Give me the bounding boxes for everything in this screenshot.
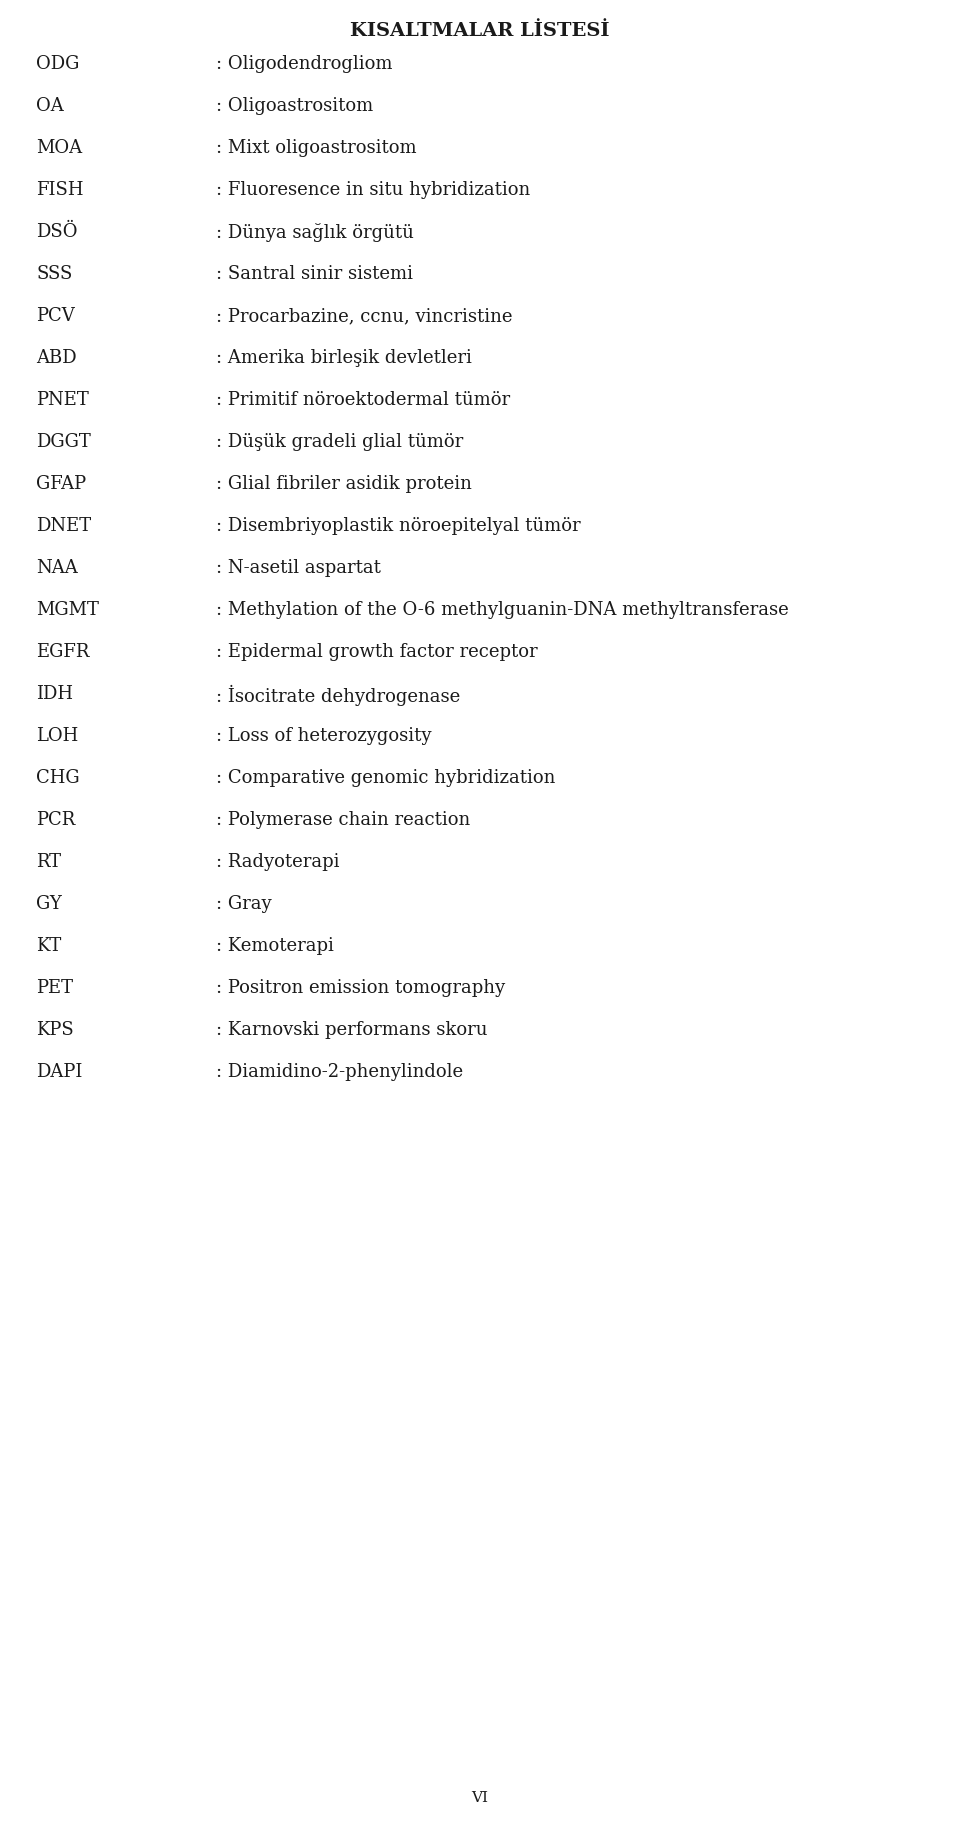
Text: : Santral sinir sistemi: : Santral sinir sistemi	[216, 265, 413, 283]
Text: : Loss of heterozygosity: : Loss of heterozygosity	[216, 727, 431, 745]
Text: : Dünya sağlık örgütü: : Dünya sağlık örgütü	[216, 223, 414, 241]
Text: : Methylation of the O-6 methylguanin-DNA methyltransferase: : Methylation of the O-6 methylguanin-DN…	[216, 601, 789, 619]
Text: NAA: NAA	[36, 559, 78, 577]
Text: EGFR: EGFR	[36, 643, 90, 661]
Text: MOA: MOA	[36, 139, 83, 157]
Text: MGMT: MGMT	[36, 601, 99, 619]
Text: KPS: KPS	[36, 1021, 74, 1040]
Text: : Amerika birleşik devletleri: : Amerika birleşik devletleri	[216, 349, 472, 367]
Text: PNET: PNET	[36, 391, 89, 409]
Text: PCV: PCV	[36, 307, 75, 325]
Text: : N-asetil aspartat: : N-asetil aspartat	[216, 559, 381, 577]
Text: SSS: SSS	[36, 265, 73, 283]
Text: ABD: ABD	[36, 349, 77, 367]
Text: : Mixt oligoastrositom: : Mixt oligoastrositom	[216, 139, 417, 157]
Text: LOH: LOH	[36, 727, 79, 745]
Text: PCR: PCR	[36, 811, 76, 829]
Text: : Disembriyoplastik nöroepitelyal tümör: : Disembriyoplastik nöroepitelyal tümör	[216, 517, 581, 535]
Text: DAPI: DAPI	[36, 1063, 83, 1082]
Text: : Positron emission tomography: : Positron emission tomography	[216, 979, 505, 998]
Text: : Procarbazine, ccnu, vincristine: : Procarbazine, ccnu, vincristine	[216, 307, 513, 325]
Text: RT: RT	[36, 853, 61, 871]
Text: : Kemoterapi: : Kemoterapi	[216, 937, 334, 956]
Text: : Primitif nöroektodermal tümör: : Primitif nöroektodermal tümör	[216, 391, 510, 409]
Text: : Radyoterapi: : Radyoterapi	[216, 853, 340, 871]
Text: IDH: IDH	[36, 685, 74, 703]
Text: : Fluoresence in situ hybridization: : Fluoresence in situ hybridization	[216, 181, 530, 199]
Text: DNET: DNET	[36, 517, 91, 535]
Text: : Comparative genomic hybridization: : Comparative genomic hybridization	[216, 769, 556, 787]
Text: VI: VI	[471, 1790, 489, 1805]
Text: : Düşük gradeli glial tümör: : Düşük gradeli glial tümör	[216, 433, 464, 451]
Text: GFAP: GFAP	[36, 475, 86, 493]
Text: : Oligoastrositom: : Oligoastrositom	[216, 97, 373, 115]
Text: : Gray: : Gray	[216, 895, 272, 914]
Text: GY: GY	[36, 895, 62, 914]
Text: FISH: FISH	[36, 181, 84, 199]
Text: KISALTMALAR LİSTESİ: KISALTMALAR LİSTESİ	[350, 22, 610, 40]
Text: DSÖ: DSÖ	[36, 223, 78, 241]
Text: : Epidermal growth factor receptor: : Epidermal growth factor receptor	[216, 643, 538, 661]
Text: CHG: CHG	[36, 769, 80, 787]
Text: : Glial fibriler asidik protein: : Glial fibriler asidik protein	[216, 475, 472, 493]
Text: : Karnovski performans skoru: : Karnovski performans skoru	[216, 1021, 488, 1040]
Text: PET: PET	[36, 979, 74, 998]
Text: : İsocitrate dehydrogenase: : İsocitrate dehydrogenase	[216, 685, 460, 707]
Text: DGGT: DGGT	[36, 433, 91, 451]
Text: : Polymerase chain reaction: : Polymerase chain reaction	[216, 811, 470, 829]
Text: : Oligodendrogliom: : Oligodendrogliom	[216, 55, 393, 73]
Text: : Diamidino-2-phenylindole: : Diamidino-2-phenylindole	[216, 1063, 463, 1082]
Text: ODG: ODG	[36, 55, 80, 73]
Text: OA: OA	[36, 97, 64, 115]
Text: KT: KT	[36, 937, 61, 956]
